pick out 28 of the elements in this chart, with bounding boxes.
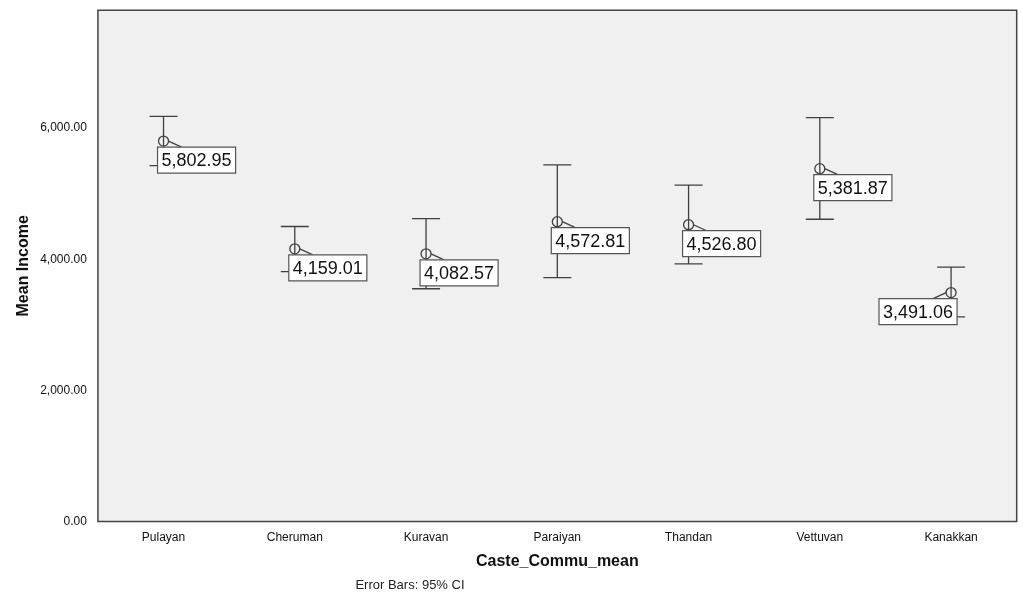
data-label: 4,572.81 — [555, 230, 626, 251]
x-axis-title: Caste_Commu_mean — [475, 551, 639, 569]
x-tick-label: Kuravan — [403, 529, 449, 544]
data-label: 5,381.87 — [817, 177, 888, 198]
data-label: 3,491.06 — [883, 301, 954, 322]
data-label: 4,526.80 — [686, 233, 757, 254]
point — [157, 135, 170, 147]
data-label: 4,082.57 — [424, 262, 495, 283]
x-tick-label: Thandan — [664, 529, 713, 544]
y-tick-label: 6,000.00 — [40, 120, 88, 135]
point — [289, 243, 301, 255]
y-axis-title: Mean Income — [14, 215, 32, 317]
point — [420, 248, 432, 260]
x-tick-label: Paraiyan — [533, 529, 581, 544]
y-tick-label: 0.00 — [63, 513, 88, 528]
x-tick-label: Cheruman — [266, 529, 323, 544]
point — [551, 216, 563, 228]
x-tick-label: Vettuvan — [796, 529, 844, 544]
point — [814, 163, 826, 175]
point — [682, 219, 695, 231]
point — [945, 286, 957, 299]
x-tick-label: Kanakkan — [924, 529, 978, 544]
text: Error Bars: 95% CI — [354, 577, 466, 592]
data-label: 4,159.01 — [292, 257, 363, 278]
x-tick-label: Pulayan — [141, 529, 186, 544]
data-label: 5,802.95 — [161, 150, 232, 171]
y-tick-label: 2,000.00 — [40, 382, 88, 397]
y-tick-label: 4,000.00 — [40, 251, 88, 266]
